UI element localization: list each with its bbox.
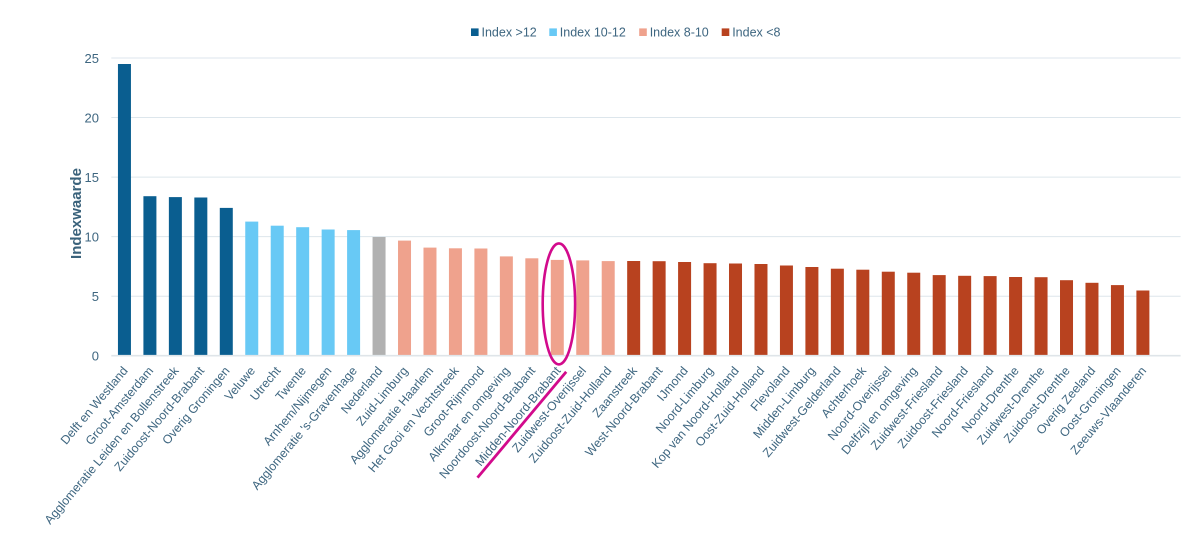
svg-text:10: 10 xyxy=(85,229,99,244)
svg-text:Index 8-10: Index 8-10 xyxy=(650,26,709,40)
svg-text:Index 10-12: Index 10-12 xyxy=(560,26,626,40)
svg-text:5: 5 xyxy=(92,289,99,304)
svg-text:Indexwaarde: Indexwaarde xyxy=(68,168,85,259)
svg-text:25: 25 xyxy=(85,51,99,66)
svg-text:0: 0 xyxy=(92,349,99,364)
svg-text:Index <8: Index <8 xyxy=(732,26,780,40)
svg-text:Index >12: Index >12 xyxy=(482,26,537,40)
svg-text:15: 15 xyxy=(85,170,99,185)
svg-text:20: 20 xyxy=(85,110,99,125)
